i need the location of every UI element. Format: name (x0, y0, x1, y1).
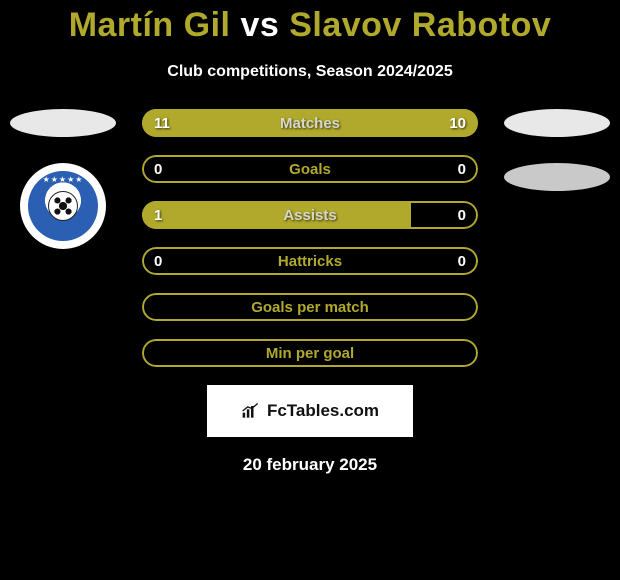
player1-name: Martín Gil (69, 6, 231, 44)
player1-placeholder-oval (10, 109, 116, 137)
footer-brand-badge: FcTables.com (207, 385, 413, 437)
brand-chart-icon (241, 402, 261, 420)
stat-bar: Min per goal (142, 339, 478, 367)
vs-text: vs (240, 6, 279, 44)
stat-bar: 00Goals (142, 155, 478, 183)
bar-label: Min per goal (142, 339, 478, 367)
brand-text: FcTables.com (267, 401, 379, 421)
stat-bars: 1110Matches 00Goals 10Assists 00Hattricks Go… (142, 109, 478, 367)
page-title: Martín Gil vs Slavov Rabotov (0, 0, 620, 45)
bar-label: Goals per match (142, 293, 478, 321)
stat-bar: 1110Matches (142, 109, 478, 137)
footer-date: 20 february 2025 (0, 455, 620, 475)
bar-label: Assists (142, 201, 478, 229)
player2-placeholder-oval (504, 109, 610, 137)
subtitle: Club competitions, Season 2024/2025 (0, 63, 620, 81)
bar-label: Goals (142, 155, 478, 183)
bar-label: Matches (142, 109, 478, 137)
bar-label: Hattricks (142, 247, 478, 275)
stat-bar: 10Assists (142, 201, 478, 229)
player1-club-logo: ★★★★★ (20, 163, 106, 249)
player2-club-placeholder-oval (504, 163, 610, 191)
comparison-content: ★★★★★ 1110Matches 00Goals 10Assists 00Hattr… (0, 109, 620, 475)
soccer-ball-icon (48, 191, 78, 221)
stat-bar: 00Hattricks (142, 247, 478, 275)
stat-bar: Goals per match (142, 293, 478, 321)
right-player-column (502, 109, 612, 191)
player2-name: Slavov Rabotov (289, 6, 551, 44)
club-stars-icon: ★★★★★ (28, 175, 98, 184)
left-player-column: ★★★★★ (8, 109, 118, 249)
